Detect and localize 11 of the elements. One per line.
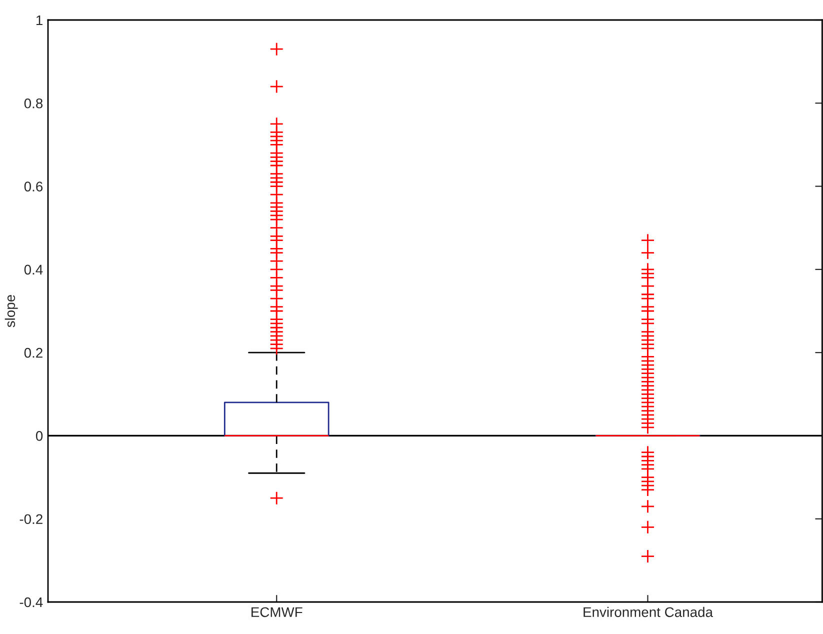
y-tick-label: -0.2 xyxy=(20,514,42,524)
y-tick-label: 0.2 xyxy=(24,348,42,358)
y-tick-label: 0.8 xyxy=(24,98,43,108)
y-tick-label: -0.4 xyxy=(20,597,43,608)
y-tick-label: 0 xyxy=(36,431,43,441)
y-tick-label: 0.4 xyxy=(24,264,43,275)
y-tick-label: 0.6 xyxy=(24,182,43,192)
x-tick-label: Environment Canada xyxy=(584,606,713,618)
x-tick-label: ECMWF xyxy=(252,607,302,618)
y-axis-title: slope xyxy=(4,295,18,328)
y-tick-label: 1 xyxy=(36,15,42,26)
